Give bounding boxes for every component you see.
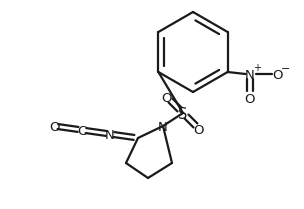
Text: N: N — [245, 69, 254, 82]
Text: N: N — [105, 129, 115, 142]
Text: O: O — [244, 93, 255, 106]
Text: S: S — [178, 107, 188, 122]
Text: O: O — [194, 124, 204, 137]
Text: O: O — [49, 121, 59, 134]
Text: −: − — [281, 64, 290, 74]
Text: N: N — [158, 121, 168, 134]
Text: +: + — [253, 63, 261, 73]
Text: C: C — [78, 125, 87, 138]
Text: O: O — [272, 69, 283, 82]
Text: O: O — [162, 92, 172, 105]
